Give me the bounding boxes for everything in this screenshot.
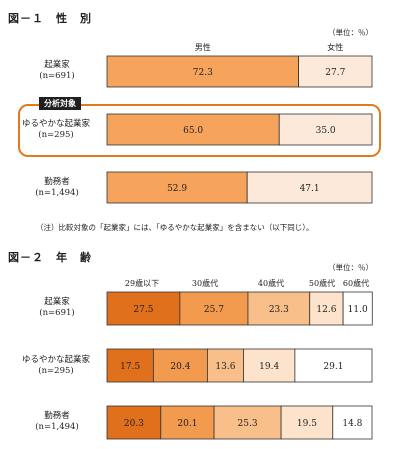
bar-segment-r0-s1 <box>179 291 249 326</box>
fig1-row-label-2: 勤務者 (n=1,494) <box>12 177 102 199</box>
value-label-r1-s2: 13.6 <box>215 362 235 372</box>
row-n: (n=1,494) <box>35 422 79 432</box>
bar-segment-r0-s0 <box>106 55 299 88</box>
value-label-r1-s3: 19.4 <box>259 362 279 372</box>
row-n: (n=691) <box>39 71 75 81</box>
row-n: (n=295) <box>38 366 74 376</box>
value-label-r2-s0: 52.9 <box>167 184 187 194</box>
bar-segment-r2-s4 <box>332 405 373 440</box>
value-label-r2-s4: 14.8 <box>342 419 362 429</box>
row-name: 起業家 <box>44 297 70 307</box>
row-name: 勤務者 <box>44 411 70 421</box>
legend-label-3: 50歳代 <box>309 278 335 288</box>
fig1-unit: （単位：％） <box>328 28 373 37</box>
bar-segment-r0-s3 <box>309 291 344 326</box>
fig2-unit: （単位：％） <box>328 263 373 272</box>
value-label-r1-s1: 20.4 <box>170 362 190 372</box>
bar-segment-r2-s1 <box>160 405 215 440</box>
value-label-r1-s0: 65.0 <box>183 126 203 136</box>
value-label-r0-s3: 12.6 <box>316 305 336 315</box>
bar-segment-r2-s2 <box>213 405 282 440</box>
row-n: (n=295) <box>38 130 74 140</box>
value-label-r0-s2: 23.3 <box>269 305 289 315</box>
value-label-r0-s1: 25.7 <box>204 305 224 315</box>
value-label-r0-s0: 72.3 <box>193 68 213 78</box>
value-label-r2-s3: 19.5 <box>297 419 317 429</box>
value-label-r1-s4: 29.1 <box>323 362 343 372</box>
value-label-r0-s4: 11.0 <box>348 305 368 315</box>
fig1-title: 図－１ 性 別 <box>8 12 92 25</box>
value-label-r1-s1: 35.0 <box>316 126 336 136</box>
fig1-row-label-0: 起業家 (n=691) <box>12 60 102 82</box>
value-label-r1-s0: 17.5 <box>120 362 140 372</box>
bar-segment-r2-s1 <box>246 171 373 204</box>
fig2-title: 図－２ 年 齢 <box>8 251 92 264</box>
legend-label-0: 29歳以下 <box>125 278 159 288</box>
bar-segment-r1-s3 <box>243 348 296 383</box>
value-label-r2-s0: 20.3 <box>124 419 144 429</box>
row-n: (n=691) <box>39 308 75 318</box>
bar-segment-r0-s4 <box>342 291 373 326</box>
analysis-target-highlight <box>18 104 381 157</box>
analysis-target-badge: 分析対象 <box>39 97 81 110</box>
row-n: (n=1,494) <box>35 188 79 198</box>
legend-label-4: 60歳代 <box>343 278 369 288</box>
bar-segment-r1-s4 <box>294 348 373 383</box>
bar-segment-r2-s0 <box>106 171 248 204</box>
value-label-r2-s2: 25.3 <box>238 419 258 429</box>
bar-segment-r1-s0 <box>106 113 280 146</box>
fig2-row-label-0: 起業家 (n=691) <box>12 297 102 319</box>
row-name: ゆるやかな起業家 <box>21 119 90 129</box>
bar-segment-r2-s3 <box>280 405 334 440</box>
value-label-r0-s1: 27.7 <box>325 68 345 78</box>
legend-label-2: 40歳代 <box>258 278 284 288</box>
value-label-r0-s0: 27.5 <box>133 305 153 315</box>
fig2-row-label-2: 勤務者 (n=1,494) <box>12 411 102 433</box>
row-name: 起業家 <box>44 60 70 70</box>
row-name: ゆるやかな起業家 <box>21 355 90 365</box>
value-label-r2-s1: 47.1 <box>300 184 320 194</box>
legend-label-1: 30歳代 <box>192 278 218 288</box>
legend-label-0: 男性 <box>195 42 211 52</box>
bar-segment-r1-s0 <box>106 348 154 383</box>
fig1-note: （注）比較対象の「起業家」には、「ゆるやかな起業家」を含まない（以下同じ）。 <box>36 223 314 232</box>
bar-segment-r1-s1 <box>278 113 373 146</box>
fig1-row-label-1: ゆるやかな起業家 (n=295) <box>6 119 106 141</box>
fig2-row-label-1: ゆるやかな起業家 (n=295) <box>6 355 106 377</box>
value-label-r2-s1: 20.1 <box>177 419 197 429</box>
legend-label-1: 女性 <box>327 42 343 52</box>
bar-segment-r0-s1 <box>298 55 373 88</box>
row-name: 勤務者 <box>44 177 70 187</box>
bar-segment-r1-s1 <box>152 348 208 383</box>
fig1-chart: 男性 女性 72.3 27.7 65.0 35.0 52.9 47.1 <box>106 42 373 204</box>
fig2-chart: 29歳以下 30歳代 40歳代 50歳代 60歳代 27.5 25.7 23.3 12.6 11.… <box>106 278 373 440</box>
